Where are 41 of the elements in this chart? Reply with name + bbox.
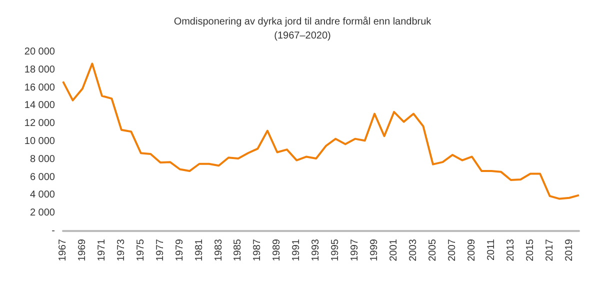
- y-tick-label: 6 000: [30, 172, 56, 183]
- x-tick-label: 1975: [135, 238, 146, 262]
- x-tick-label: 2013: [505, 238, 516, 262]
- x-tick-label: 1997: [350, 238, 361, 262]
- x-tick-label: 2015: [524, 238, 536, 262]
- x-tick-label: 1967: [58, 238, 68, 262]
- x-tick-label: 1985: [232, 238, 244, 262]
- x-tick-label: 1989: [272, 238, 283, 262]
- y-tick-label: 10 000: [24, 136, 56, 147]
- x-tick-label: 1987: [252, 238, 264, 262]
- x-tick-label: 1973: [116, 238, 127, 262]
- line-series: [62, 62, 580, 200]
- y-tick-label: 14 000: [24, 100, 56, 112]
- x-tick-label: 2011: [486, 238, 497, 261]
- x-tick-label: 2009: [466, 238, 478, 262]
- x-tick-label: 1969: [76, 238, 88, 262]
- x-tick-label: 1995: [330, 238, 342, 262]
- y-tick-label: 8 000: [30, 154, 56, 165]
- chart-title: Omdisponering av dyrka jord til andre formål enn landbruk: [174, 16, 432, 28]
- y-tick-label: 16 000: [24, 82, 56, 94]
- y-tick-label: 20 000: [24, 46, 56, 58]
- x-tick-label: 1977: [154, 238, 166, 262]
- x-tick-label: 1971: [96, 238, 108, 262]
- x-tick-label: 2003: [408, 238, 419, 262]
- x-tick-label: 1993: [310, 238, 322, 262]
- y-tick-label: 4 000: [30, 190, 56, 201]
- x-tick-label: 1991: [291, 238, 302, 262]
- x-tick-label: 1979: [174, 238, 186, 262]
- x-tick-label: 2001: [388, 238, 400, 262]
- x-tick-label: 1981: [194, 238, 205, 262]
- y-tick-label: 12 000: [24, 118, 56, 130]
- y-tick-label: 2 000: [30, 208, 56, 219]
- y-tick-label: -: [52, 226, 55, 236]
- chart-subtitle: (1967–2020): [274, 30, 331, 42]
- x-tick-label: 1999: [369, 238, 380, 262]
- x-tick-label: 1983: [213, 238, 224, 262]
- x-tick-label: 2017: [544, 238, 556, 262]
- x-tick-label: 2019: [564, 238, 575, 262]
- x-tick-label: 2007: [446, 238, 458, 262]
- x-tick-label: 2005: [427, 238, 438, 262]
- y-tick-label: 18 000: [24, 64, 56, 76]
